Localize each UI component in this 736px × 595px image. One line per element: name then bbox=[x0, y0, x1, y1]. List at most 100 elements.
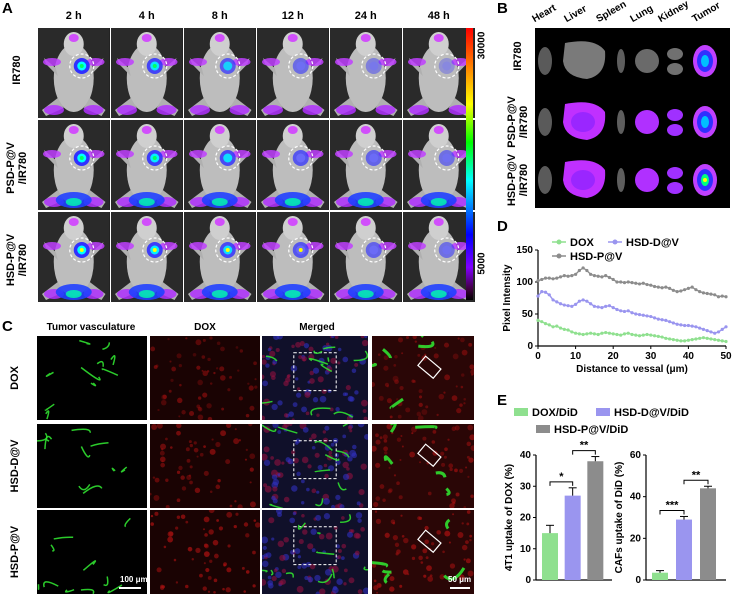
data-point bbox=[694, 288, 698, 292]
data-point bbox=[664, 285, 668, 289]
row-label: HSD-P@V/IR780 bbox=[5, 233, 29, 287]
scale-bar-label-right: 50 μm bbox=[448, 575, 472, 584]
legend-swatch bbox=[596, 408, 610, 416]
series-line bbox=[537, 319, 727, 343]
bar bbox=[700, 488, 716, 580]
row-label: PSD-P@V/IR780 bbox=[506, 96, 530, 148]
y-tick-label: 0 bbox=[525, 575, 531, 586]
legend-marker bbox=[612, 239, 618, 245]
y-tick-label: 0 bbox=[635, 575, 641, 586]
x-tick-label: 10 bbox=[570, 351, 582, 362]
data-point bbox=[630, 311, 634, 315]
data-point bbox=[611, 277, 615, 282]
data-point bbox=[690, 285, 694, 289]
data-point bbox=[660, 335, 664, 339]
data-point bbox=[547, 323, 551, 327]
data-point bbox=[619, 333, 623, 337]
data-point bbox=[694, 325, 698, 329]
data-point bbox=[547, 293, 551, 297]
mouse-image-tile bbox=[184, 28, 256, 118]
data-point bbox=[656, 317, 660, 321]
data-point bbox=[716, 338, 721, 342]
y-tick-label: 20 bbox=[630, 533, 642, 544]
bar bbox=[542, 533, 558, 580]
data-point bbox=[698, 290, 702, 294]
mouse-image-tile bbox=[403, 120, 475, 210]
data-point bbox=[581, 332, 585, 337]
data-point bbox=[574, 331, 578, 335]
data-point bbox=[592, 304, 596, 308]
data-point bbox=[679, 339, 683, 343]
significance-label: ** bbox=[580, 440, 589, 452]
mouse-image-tile bbox=[257, 120, 329, 210]
data-point bbox=[543, 276, 548, 280]
data-point bbox=[543, 322, 548, 326]
organ-label: Tumor bbox=[690, 0, 723, 25]
bar bbox=[652, 572, 668, 580]
line-chart-pixel-intensity: 0 50 100 150 0 10 20 30 40 50 Distance to vessal (… bbox=[502, 237, 732, 375]
data-point bbox=[562, 274, 566, 278]
data-point bbox=[558, 326, 563, 330]
data-point bbox=[592, 274, 596, 278]
legend-label: HSD-D@V/DiD bbox=[614, 407, 689, 419]
data-point bbox=[724, 339, 728, 344]
significance-label: * bbox=[559, 471, 564, 483]
data-point bbox=[713, 338, 717, 342]
organ-label: Spleen bbox=[594, 0, 629, 25]
data-point bbox=[626, 309, 630, 313]
data-point bbox=[709, 330, 713, 334]
data-point bbox=[626, 280, 630, 284]
data-point bbox=[720, 294, 724, 298]
data-point bbox=[656, 334, 660, 338]
micrograph-tile bbox=[37, 510, 147, 594]
data-point bbox=[581, 298, 585, 302]
micrograph-tile bbox=[372, 510, 474, 594]
timepoint-label: 2 h bbox=[65, 10, 82, 22]
x-axis-label: Distance to vessal (μm) bbox=[576, 364, 688, 375]
data-point bbox=[611, 306, 615, 310]
organ-label: Heart bbox=[530, 2, 559, 25]
data-point bbox=[615, 307, 619, 312]
data-point bbox=[664, 318, 668, 322]
data-point bbox=[675, 290, 679, 294]
data-point bbox=[637, 313, 642, 317]
data-point bbox=[720, 327, 724, 331]
row-label: HSD-D@V bbox=[9, 439, 21, 493]
panel-label-a: A bbox=[2, 0, 13, 17]
data-point bbox=[705, 329, 709, 333]
timepoint-label: 4 h bbox=[138, 10, 155, 22]
micrograph-tile bbox=[37, 336, 147, 420]
data-point bbox=[641, 333, 645, 337]
data-point bbox=[555, 300, 559, 304]
mouse-image-tile bbox=[257, 28, 329, 118]
data-point bbox=[626, 331, 630, 335]
data-point bbox=[570, 304, 574, 308]
data-point bbox=[540, 290, 544, 294]
data-point bbox=[589, 331, 593, 335]
mouse-image-tile bbox=[257, 212, 329, 302]
data-point bbox=[652, 284, 657, 289]
y-axis-label: 4T1 uptake of DOX (%) bbox=[504, 464, 515, 571]
significance-label: *** bbox=[666, 499, 680, 511]
y-tick-label: 40 bbox=[520, 450, 532, 461]
timepoint-label: 8 h bbox=[211, 10, 228, 22]
data-point bbox=[679, 323, 683, 327]
data-point bbox=[555, 324, 559, 328]
data-point bbox=[600, 306, 604, 310]
mouse-image-tile bbox=[38, 212, 110, 302]
y-tick-label: 100 bbox=[516, 277, 533, 288]
column-label-dox: DOX bbox=[194, 322, 216, 333]
data-point bbox=[630, 281, 634, 285]
bar bbox=[564, 495, 581, 580]
data-point bbox=[536, 294, 540, 298]
legend-label: HSD-P@V bbox=[570, 251, 623, 263]
data-point bbox=[581, 266, 585, 270]
column-label-merged: Merged bbox=[299, 322, 335, 333]
mouse-image-tile bbox=[184, 120, 256, 210]
mouse-image-tile bbox=[330, 212, 402, 302]
significance-bracket bbox=[683, 479, 709, 485]
data-point bbox=[604, 274, 608, 278]
panel-label-c: C bbox=[2, 318, 13, 335]
y-tick-label: 40 bbox=[630, 492, 642, 503]
data-point bbox=[649, 314, 653, 319]
